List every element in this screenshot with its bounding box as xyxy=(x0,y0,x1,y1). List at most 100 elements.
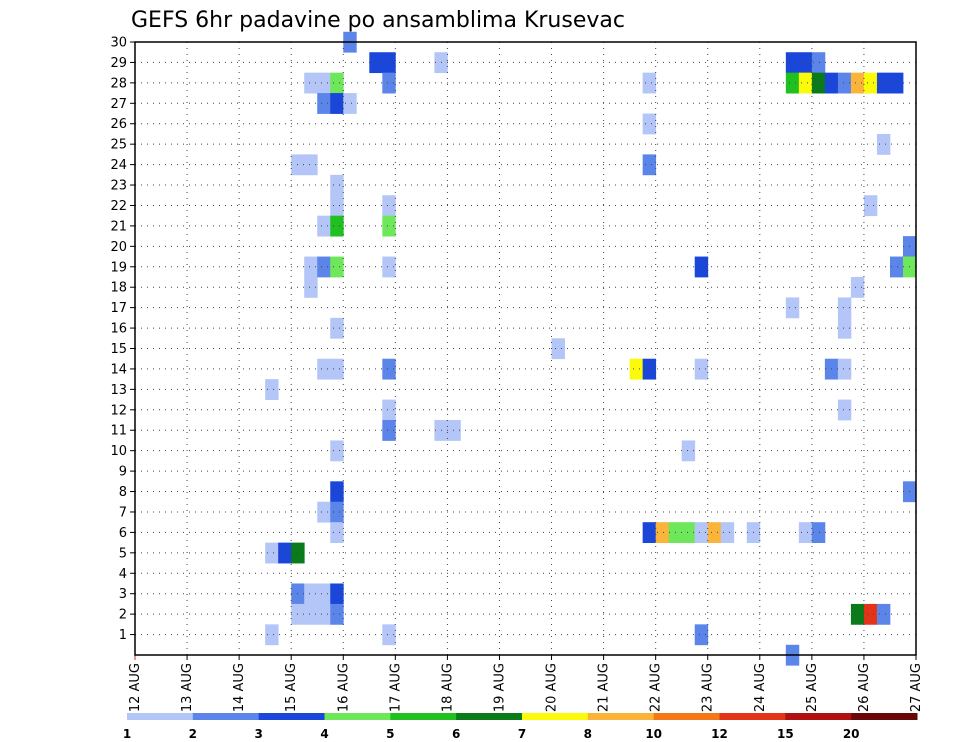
heatmap-cell xyxy=(382,256,396,278)
heatmap-cell xyxy=(642,358,657,380)
colorbar-swatch xyxy=(192,713,260,720)
colorbar-tick-label: 3 xyxy=(254,727,262,741)
heatmap-cell xyxy=(304,154,318,176)
heatmap-cell xyxy=(330,603,344,625)
y-tick-label: 4 xyxy=(119,567,127,582)
chart-title: GEFS 6hr padavine po ansamblima Krusevac xyxy=(131,8,625,33)
heatmap-cell xyxy=(330,522,344,544)
heatmap-cell xyxy=(447,420,461,441)
y-tick-label: 15 xyxy=(110,342,127,357)
heatmap-cell xyxy=(798,72,813,94)
colorbar-tick-label: 5 xyxy=(386,727,394,741)
colorbar-swatch xyxy=(851,713,918,720)
y-tick-label: 21 xyxy=(110,219,127,234)
heatmap-cell xyxy=(863,195,878,217)
colorbar-tick-label: 1 xyxy=(123,727,131,741)
colorbar-tick-label: 6 xyxy=(452,727,460,741)
heatmap-cell xyxy=(655,522,670,544)
y-tick-label: 12 xyxy=(110,403,127,418)
heatmap-cell xyxy=(629,358,644,380)
heatmap-cell xyxy=(317,93,331,114)
colorbar-tick-label: 20 xyxy=(843,727,860,741)
heatmap-cell xyxy=(876,72,891,94)
colorbar-tick-label: 10 xyxy=(645,727,662,741)
y-tick-label: 27 xyxy=(110,97,127,112)
heatmap-cell xyxy=(317,501,331,523)
colorbar-swatch xyxy=(456,713,523,720)
heatmap-cell xyxy=(304,72,318,94)
heatmap-cell xyxy=(304,603,318,625)
y-tick-label: 24 xyxy=(110,158,127,173)
heatmap-cell xyxy=(785,297,800,319)
heatmap-cell xyxy=(382,420,396,441)
y-tick-label: 23 xyxy=(110,179,127,194)
heatmap-cell xyxy=(317,358,331,380)
heatmap-cell xyxy=(837,317,852,339)
heatmap-cell xyxy=(278,542,292,564)
x-tick-label: 26 AUG xyxy=(857,663,872,712)
heatmap-cell xyxy=(798,52,813,74)
colorbar-tick-label: 12 xyxy=(711,727,728,741)
x-tick-label: 13 AUG xyxy=(180,663,195,712)
heatmap-cell xyxy=(330,358,344,380)
colorbar-tick-label: 2 xyxy=(189,727,197,741)
y-tick-label: 30 xyxy=(110,36,127,51)
heatmap-cell xyxy=(681,440,696,462)
y-tick-label: 22 xyxy=(110,199,127,214)
x-tick-label: 12 AUG xyxy=(128,663,143,712)
heatmap-cell xyxy=(330,72,344,94)
x-tick-label: 24 AUG xyxy=(753,663,768,712)
y-tick-label: 18 xyxy=(110,281,127,296)
heatmap-cell xyxy=(317,72,331,94)
heatmap-cell xyxy=(694,624,709,646)
heatmap-cell xyxy=(382,72,396,94)
y-tick-label: 5 xyxy=(119,546,127,561)
heatmap-cell xyxy=(837,399,852,421)
y-tick-label: 25 xyxy=(110,138,127,153)
x-tick-label: 21 AUG xyxy=(597,663,612,712)
heatmap-cell xyxy=(330,317,344,339)
x-tick-label: 20 AUG xyxy=(545,663,560,712)
colorbar-legend: 1 2 3 4 5 6 7 8 10 12 15 20 xyxy=(123,713,918,741)
heatmap-cell xyxy=(382,195,396,217)
heatmap-cell xyxy=(837,72,852,94)
heatmap-cell xyxy=(811,522,826,544)
heatmap-cell xyxy=(330,501,344,523)
y-tick-label: 28 xyxy=(110,76,127,91)
heatmap-cell xyxy=(382,52,396,74)
heatmap-cell xyxy=(343,93,357,114)
heatmap-cell xyxy=(642,113,657,135)
x-tick-label: 23 AUG xyxy=(701,663,716,712)
heatmap-cell xyxy=(850,603,865,625)
heatmap-cell xyxy=(876,133,891,155)
heatmap-cell xyxy=(330,481,344,503)
x-tick-label: 17 AUG xyxy=(388,663,403,712)
colorbar-swatch xyxy=(587,713,655,720)
heatmap-cell xyxy=(642,522,657,544)
heatmap-cell xyxy=(265,379,279,400)
x-tick-label: 14 AUG xyxy=(232,663,247,712)
heatmap-cell xyxy=(694,522,709,544)
heatmap-cell xyxy=(889,72,904,94)
y-tick-label: 9 xyxy=(119,465,127,480)
y-tick-label: 11 xyxy=(110,424,127,439)
heatmap-cell xyxy=(330,174,344,196)
heatmap-cell xyxy=(785,52,800,74)
heatmap-cell xyxy=(265,624,279,646)
heatmap-cell xyxy=(694,256,709,278)
heatmap-cell xyxy=(317,603,331,625)
y-tick-label: 17 xyxy=(110,301,127,316)
heatmap-cell xyxy=(642,154,657,176)
heatmap-cell xyxy=(369,52,383,74)
heatmap-cell xyxy=(720,522,735,544)
heatmap-cell xyxy=(837,358,852,380)
heatmap-cell xyxy=(330,583,344,605)
colorbar-swatch xyxy=(653,713,720,720)
y-tick-label: 26 xyxy=(110,117,127,132)
colorbar-swatch xyxy=(127,713,194,720)
heatmap-cell xyxy=(707,522,722,544)
heatmap-cell xyxy=(317,256,331,278)
x-tick-label: 22 AUG xyxy=(649,663,664,712)
heatmap-cell xyxy=(317,583,331,605)
colorbar-swatch xyxy=(719,713,786,720)
